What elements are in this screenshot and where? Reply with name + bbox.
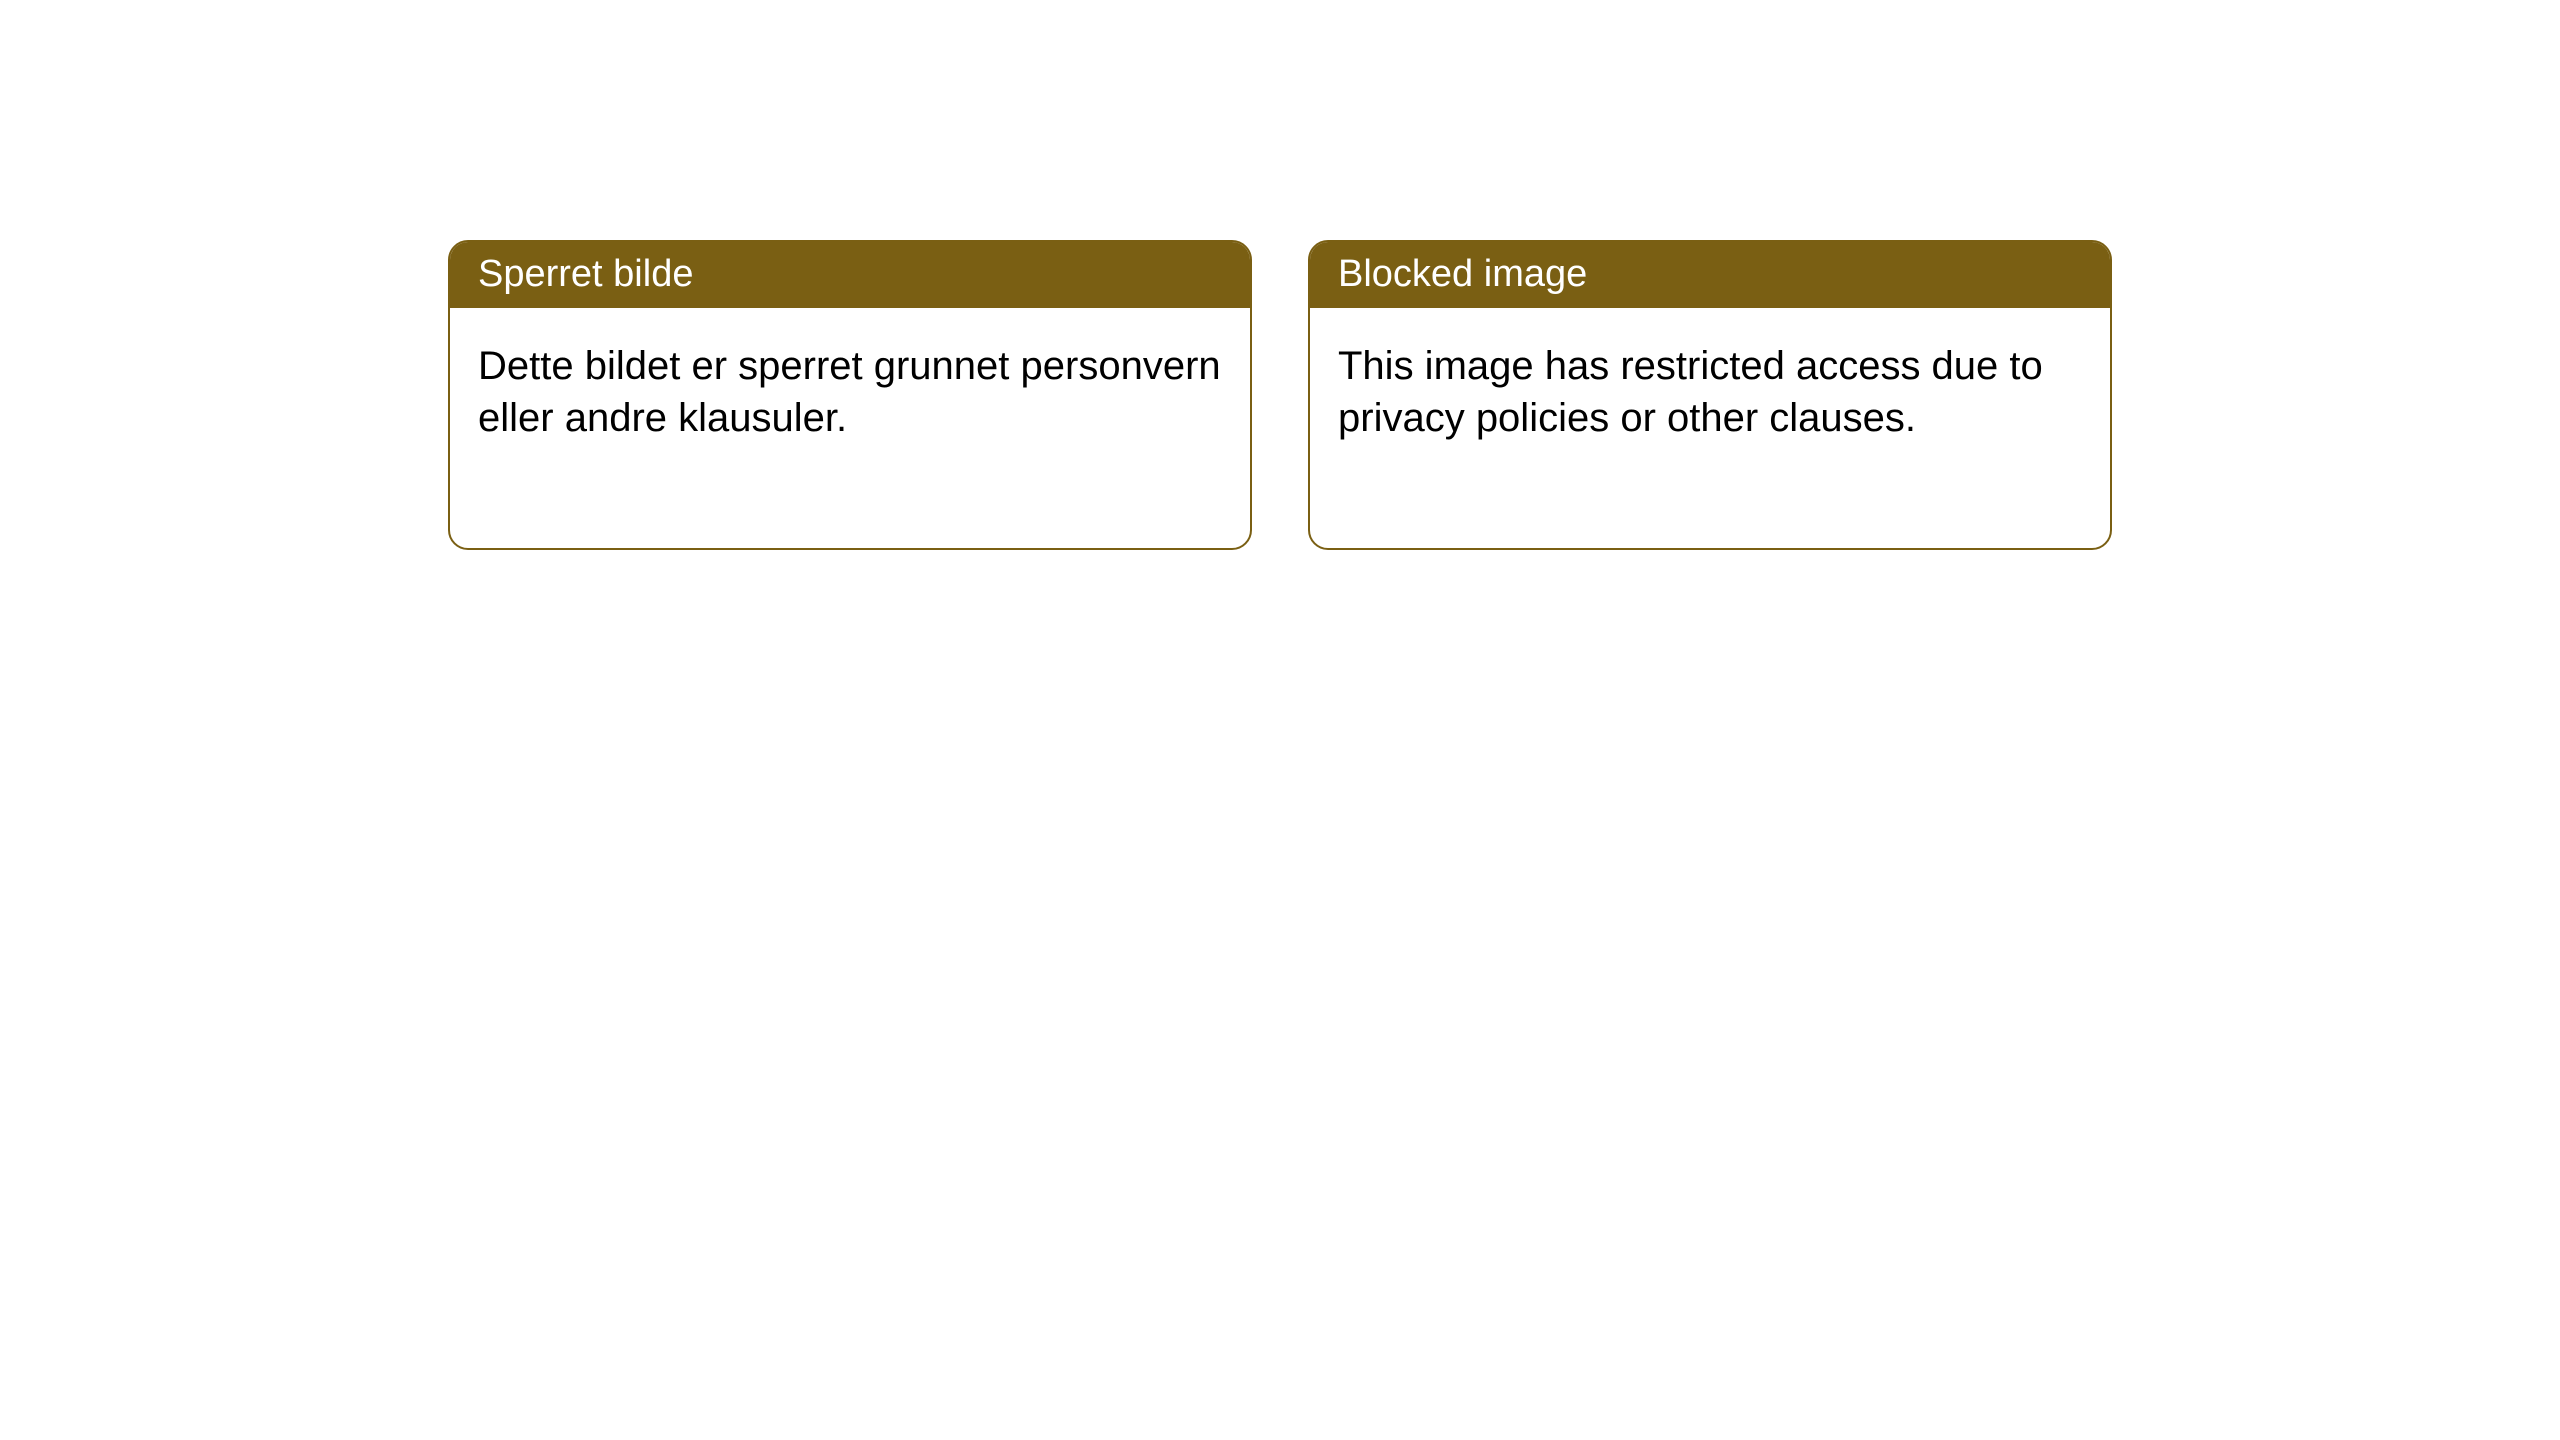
notice-card-norwegian: Sperret bilde Dette bildet er sperret gr… — [448, 240, 1252, 550]
card-header: Sperret bilde — [450, 242, 1250, 308]
card-body-text: This image has restricted access due to … — [1338, 344, 2043, 440]
card-title: Sperret bilde — [478, 253, 693, 295]
card-title: Blocked image — [1338, 253, 1587, 295]
notice-card-english: Blocked image This image has restricted … — [1308, 240, 2112, 550]
card-body-text: Dette bildet er sperret grunnet personve… — [478, 344, 1221, 440]
card-body: Dette bildet er sperret grunnet personve… — [450, 308, 1250, 548]
notice-cards-container: Sperret bilde Dette bildet er sperret gr… — [448, 240, 2560, 550]
card-body: This image has restricted access due to … — [1310, 308, 2110, 548]
card-header: Blocked image — [1310, 242, 2110, 308]
